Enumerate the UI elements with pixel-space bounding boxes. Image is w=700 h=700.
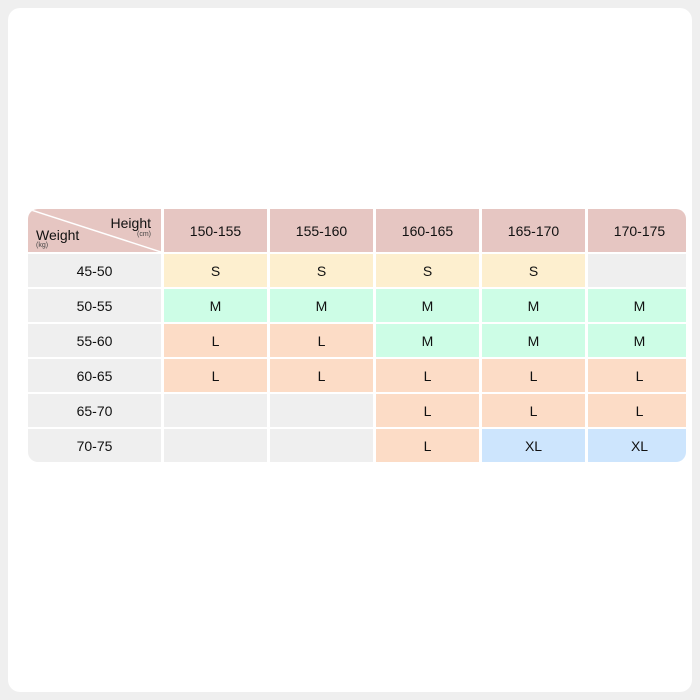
height-unit-label: (cm) [137,231,151,238]
size-cell: M [164,289,267,322]
size-cell: L [270,359,373,392]
empty-cell [588,254,686,287]
row-header-weight: 65-70 [28,394,161,427]
column-header-height: 160-165 [376,209,479,252]
size-cell: L [376,359,479,392]
row-header-weight: 70-75 [28,429,161,462]
empty-cell [164,394,267,427]
size-cell: L [376,429,479,462]
size-cell: S [482,254,585,287]
weight-axis-label: Weight [36,227,80,243]
size-cell: XL [482,429,585,462]
size-cell: M [270,289,373,322]
size-cell: L [164,359,267,392]
size-cell: L [270,324,373,357]
size-cell: M [376,324,479,357]
empty-cell [270,429,373,462]
empty-cell [164,429,267,462]
row-header-weight: 60-65 [28,359,161,392]
weight-unit-label: (kg) [36,242,49,249]
table-corner-header: Height (cm) Weight (kg) [28,209,161,252]
height-axis-label: Height [110,215,151,231]
row-header-weight: 45-50 [28,254,161,287]
size-cell: L [482,359,585,392]
size-cell: XL [588,429,686,462]
size-cell: L [376,394,479,427]
size-cell: M [376,289,479,322]
size-chart-table: Height (cm) Weight (kg) 150-155 155-160 16… [28,209,686,462]
column-header-height: 165-170 [482,209,585,252]
size-cell: M [482,324,585,357]
size-cell: L [482,394,585,427]
empty-cell [270,394,373,427]
size-cell: M [482,289,585,322]
size-cell: S [164,254,267,287]
column-header-height: 150-155 [164,209,267,252]
row-header-weight: 50-55 [28,289,161,322]
row-header-weight: 55-60 [28,324,161,357]
size-cell: L [588,394,686,427]
size-cell: S [376,254,479,287]
column-header-height: 155-160 [270,209,373,252]
size-cell: L [164,324,267,357]
size-cell: M [588,289,686,322]
size-cell: L [588,359,686,392]
size-chart-card: Height (cm) Weight (kg) 150-155 155-160 16… [8,8,692,692]
size-cell: S [270,254,373,287]
diagonal-divider [28,209,161,252]
size-cell: M [588,324,686,357]
column-header-height: 170-175 [588,209,686,252]
